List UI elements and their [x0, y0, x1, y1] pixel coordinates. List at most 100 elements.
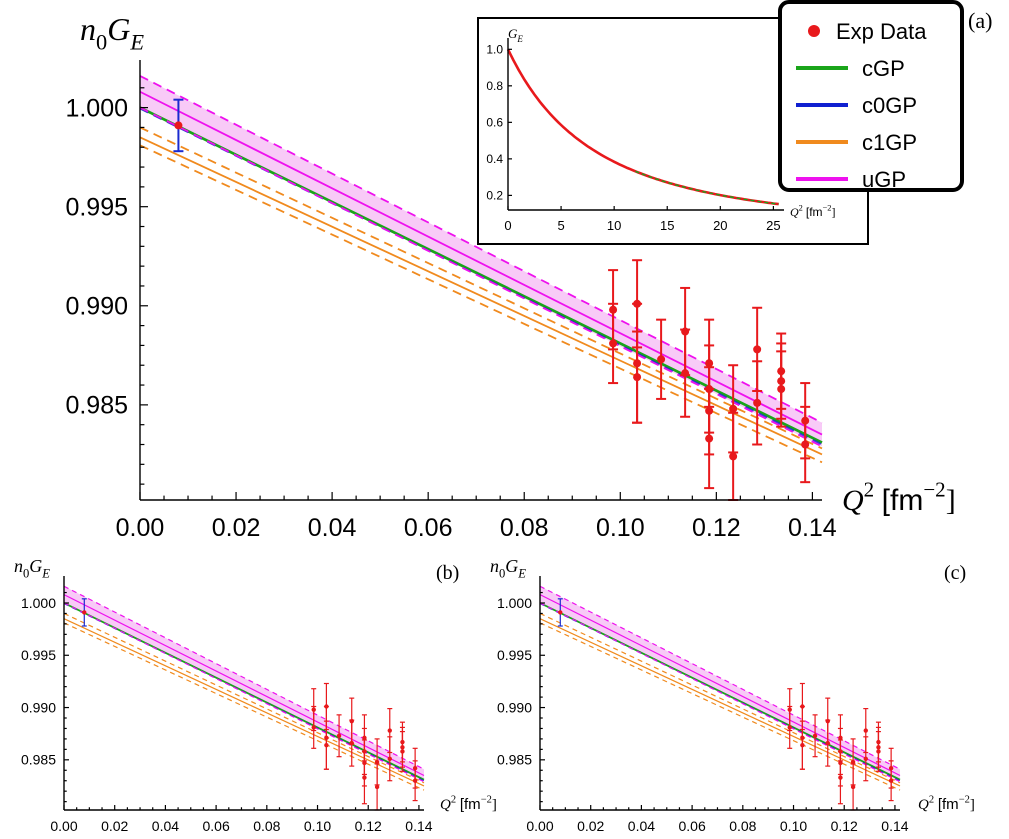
y-tick-label: 0.995: [65, 193, 128, 221]
x-axis-label-unit-close: ]: [492, 797, 497, 813]
legend-swatch-dot: [808, 25, 820, 37]
c1gp-band-edge: [539, 612, 901, 784]
inset-x-tick-label: 10: [607, 218, 621, 233]
legend-label: Exp Data: [836, 19, 927, 44]
ugp-band-edge: [63, 585, 425, 770]
y-axis-label-part: G: [29, 556, 42, 576]
x-axis-label: Q2 [fm−2]: [918, 794, 975, 813]
y-axis-label-part: E: [41, 566, 50, 580]
x-tick-label: 0.12: [692, 514, 741, 542]
ugp-band: [540, 586, 900, 782]
y-axis-label-part: 0: [23, 566, 29, 580]
data-point: [753, 345, 762, 354]
inset-x-tick-label: 20: [713, 218, 727, 233]
x-tick-label: 0.06: [404, 514, 453, 542]
panel-b: 0.985 0.990 0.995 1.000 0.00 0.02 0.04 0.06 0.08…: [14, 556, 497, 834]
data-point: [838, 775, 843, 780]
data-point: [82, 610, 87, 615]
x-axis-label-unit-sup: −2: [823, 204, 832, 213]
data-point: [374, 784, 380, 790]
data-point: [876, 749, 881, 754]
y-axis-label-part: G: [107, 11, 130, 47]
x-tick-label: 0.04: [308, 514, 357, 542]
x-tick-label: 0.04: [152, 818, 179, 834]
y-tick-label: 0.995: [497, 647, 532, 663]
inset-y-tick-label: 1.0: [486, 42, 503, 56]
x-axis-label: Q2 [fm−2]: [440, 794, 497, 813]
c1gp-band-edge: [139, 126, 823, 450]
x-axis-label-unit-sup: −2: [959, 794, 970, 805]
x-axis-label-unit-close: ]: [946, 484, 956, 517]
data-point: [681, 369, 690, 378]
x-axis-label-unit-sup: −2: [923, 478, 945, 502]
x-tick-label: 0.14: [881, 818, 908, 834]
data-point: [705, 434, 714, 443]
y-tick-label: 0.990: [497, 699, 532, 715]
data-point: [787, 725, 792, 730]
y-axis-label: n0GE: [14, 556, 50, 580]
x-axis-label: Q2 [fm−2]: [790, 204, 835, 219]
y-axis-label-part: n: [80, 11, 96, 47]
legend: Exp Data cGP c0GP c1GP uGP: [778, 0, 964, 192]
y-axis-label: n0GE: [490, 556, 526, 580]
x-tick-label: 0.10: [596, 514, 645, 542]
panel-label-b: (b): [436, 562, 459, 584]
y-axis-label-part: n: [14, 556, 23, 576]
x-axis-label-sup: 2: [799, 204, 803, 213]
data-point: [850, 759, 856, 765]
y-tick-label: 0.990: [65, 293, 128, 321]
data-point: [801, 440, 810, 449]
data-point: [863, 756, 868, 761]
y-tick-label: 0.985: [497, 752, 532, 768]
x-tick-label: 0.02: [212, 514, 261, 542]
x-tick-label: 0.00: [50, 818, 77, 834]
data-point: [362, 775, 367, 780]
x-axis-label: Q2 [fm−2]: [842, 478, 956, 518]
x-axis-label-unit-close: ]: [970, 797, 975, 813]
data-point: [387, 728, 392, 733]
x-tick-label: 0.08: [500, 514, 549, 542]
cgp-line: [539, 602, 901, 781]
x-axis-label-unit: [fm: [806, 205, 823, 219]
data-point: [174, 121, 183, 130]
x-tick-label: 0.02: [101, 818, 128, 834]
y-tick-label: 1.000: [65, 94, 128, 122]
c1gp-band-edge: [139, 144, 823, 464]
ugp-line: [539, 594, 901, 777]
x-tick-label: 0.08: [729, 818, 756, 834]
x-tick-label: 0.06: [202, 818, 229, 834]
inset-x-tick-label: 5: [557, 218, 564, 233]
y-axis-label-part: 0: [96, 30, 107, 55]
cgp-line: [63, 602, 425, 781]
inset-y-label-g: G: [508, 26, 518, 41]
data-point: [729, 404, 738, 413]
ugp-band: [140, 75, 822, 447]
panel-label-a: (a): [968, 8, 992, 33]
x-tick-label: 0.10: [304, 818, 331, 834]
data-point: [657, 355, 666, 364]
y-axis-label-part: n: [490, 556, 499, 576]
data-point: [729, 452, 738, 461]
x-axis-label-sup: 2: [929, 794, 934, 805]
y-tick-label: 1.000: [497, 595, 532, 611]
data-point: [387, 756, 392, 761]
y-axis-label-part: E: [517, 566, 526, 580]
legend-label: c0GP: [862, 93, 917, 118]
c1gp-line: [63, 618, 425, 787]
data-point: [825, 740, 830, 746]
x-tick-label: 0.04: [628, 818, 655, 834]
data-point: [812, 733, 818, 738]
inset-x-tick-label: 0: [504, 218, 511, 233]
inset-y-tick-label: 0.8: [486, 79, 503, 93]
panel-c: 0.985 0.990 0.995 1.000 0.00 0.02 0.04 0.06 0.08…: [490, 556, 975, 834]
y-tick-label: 1.000: [21, 595, 56, 611]
data-point: [374, 759, 380, 765]
y-axis-label-part: G: [505, 556, 518, 576]
x-tick-label: 0.14: [405, 818, 432, 834]
inset-y-tick-label: 0.4: [486, 152, 503, 166]
data-point: [324, 742, 329, 748]
data-point: [609, 339, 618, 348]
inset-x-tick-label: 25: [766, 218, 780, 233]
